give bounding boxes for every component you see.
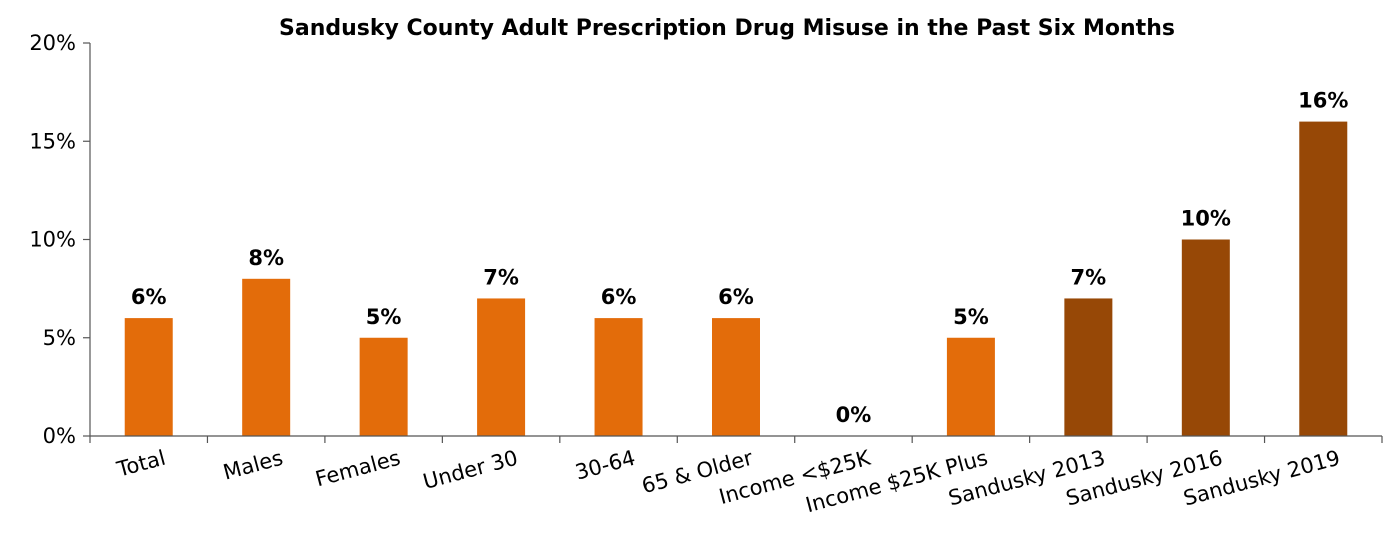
data-label: 10% (1181, 207, 1231, 231)
y-axis-ticks: 0% 5% 10% 15% 20% (29, 31, 90, 448)
bar (242, 278, 291, 436)
bar (1299, 121, 1348, 436)
y-tick-label: 10% (29, 228, 76, 252)
bar (1064, 298, 1113, 436)
y-tick-label: 5% (43, 326, 76, 350)
bar (1181, 239, 1230, 436)
x-tick-label: Males (221, 446, 286, 485)
data-label: 5% (366, 305, 402, 329)
data-label: 6% (718, 285, 754, 309)
data-label: 8% (248, 246, 284, 270)
bar (712, 318, 760, 436)
data-label: 16% (1298, 89, 1348, 113)
y-tick-label: 15% (29, 129, 76, 153)
x-tick-label: Under 30 (421, 446, 521, 494)
bar (359, 337, 408, 436)
bar (477, 298, 526, 436)
bar (124, 318, 173, 436)
data-label: 6% (601, 285, 637, 309)
data-label: 7% (483, 265, 519, 289)
data-label: 0% (836, 403, 872, 427)
data-label: 7% (1071, 265, 1107, 289)
bars (124, 121, 1348, 436)
bar (946, 337, 995, 436)
data-label: 5% (953, 305, 989, 329)
x-tick-label: Total (113, 446, 168, 482)
x-axis-ticks: Total Males Females Under 30 30-64 65 & Older… (89, 436, 1383, 517)
data-label: 6% (131, 285, 167, 309)
chart-title: Sandusky County Adult Prescription Drug … (279, 16, 1175, 41)
x-tick-label: Females (313, 446, 403, 492)
y-tick-label: 0% (43, 424, 76, 448)
y-tick-label: 20% (29, 31, 76, 55)
x-tick-label: 30-64 (573, 446, 638, 485)
data-labels: 6% 8% 5% 7% 6% 6% 0% 5% 7% 10% 16% (131, 89, 1349, 427)
bar (594, 318, 643, 436)
